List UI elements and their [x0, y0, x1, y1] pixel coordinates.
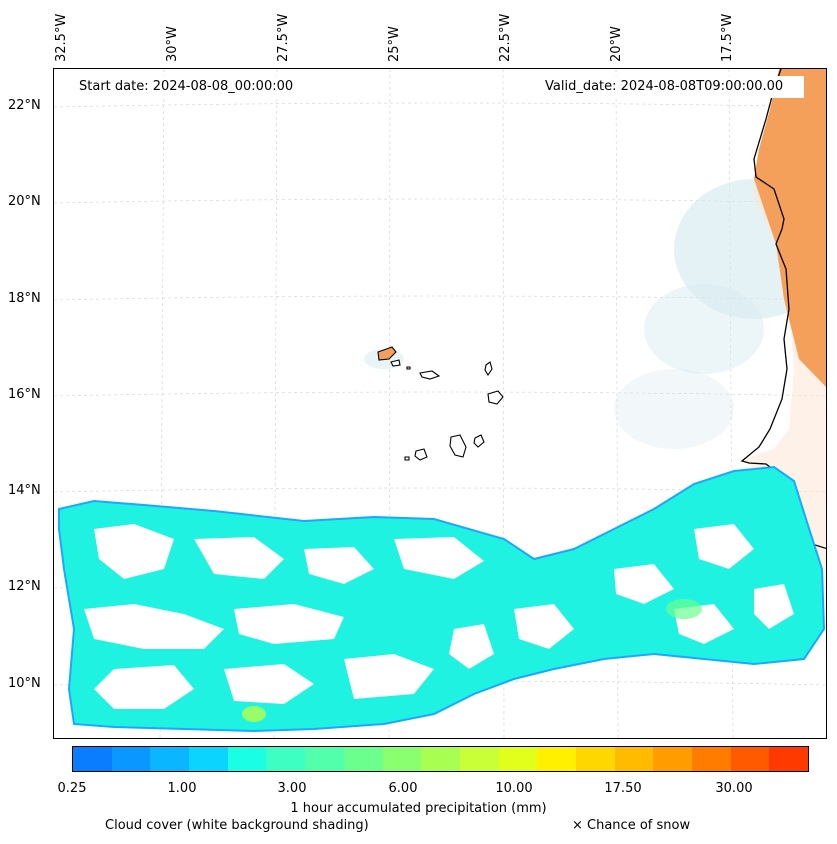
island-boa-vista — [487, 390, 504, 405]
precip-gap — [94, 524, 174, 579]
gridline-lat-20n — [54, 198, 826, 204]
lat-label-16n: 16°N — [8, 387, 41, 402]
colorbar-segment — [498, 747, 538, 771]
precip-gap — [304, 547, 374, 584]
island-santo-antao — [377, 346, 397, 361]
precipitation-colorbar — [72, 746, 809, 772]
colorbar-segment — [382, 747, 422, 771]
lon-label-20w: 20°W — [609, 26, 624, 62]
precip-gap — [754, 584, 794, 629]
island-sao-nicolau — [419, 370, 441, 380]
precip-gap — [514, 604, 574, 649]
lat-label-14n: 14°N — [8, 483, 41, 498]
precip-area — [58, 465, 826, 733]
colorbar-tick-label: 0.25 — [57, 781, 87, 796]
colorbar-tick-label: 10.00 — [495, 781, 533, 796]
lat-label-10n: 10°N — [8, 676, 41, 691]
map-canvas — [54, 69, 826, 738]
precip-gap — [694, 524, 754, 569]
colorbar-segment — [459, 747, 499, 771]
island-brava — [404, 456, 410, 461]
gridline-lat-18n — [54, 295, 826, 301]
colorbar-segment — [537, 747, 576, 771]
gridline-lat-14n — [54, 487, 826, 493]
colorbar-segment — [421, 747, 460, 771]
colorbar-tick-label: 30.00 — [715, 781, 753, 796]
colorbar-segment — [692, 747, 731, 771]
land-orange-shading — [754, 69, 826, 387]
valid-date-label: Valid_date: 2024-08-08T09:00:00.00 — [540, 77, 789, 96]
colorbar-segment — [653, 747, 692, 771]
colorbar-tick-label: 1.00 — [167, 781, 197, 796]
lat-label-18n: 18°N — [8, 291, 41, 306]
colorbar-tick-label: 3.00 — [277, 781, 307, 796]
precip-gaps — [84, 524, 794, 709]
colorbar-segment — [227, 747, 267, 771]
precipitation-band — [58, 465, 826, 733]
island-santiago — [449, 434, 467, 458]
map-panel: Start date: 2024-08-08_00:00:00 Valid_da… — [53, 68, 827, 739]
precip-gap — [449, 624, 494, 669]
colorbar-segment — [266, 747, 306, 771]
precip-gap — [224, 664, 314, 704]
start-date-label: Start date: 2024-08-08_00:00:00 — [74, 77, 299, 96]
island-sal — [484, 361, 493, 377]
legend-snow: × Chance of snow — [572, 818, 691, 833]
precip-max-spot — [666, 599, 702, 619]
gridline-lat-16n — [54, 391, 826, 397]
island-maio — [473, 434, 485, 448]
colorbar-segment — [73, 747, 112, 771]
lon-label-32-5w: 32.5°W — [54, 13, 69, 62]
colorbar-segment — [111, 747, 151, 771]
colorbar-tick-label: 6.00 — [388, 781, 418, 796]
colorbar-segment — [575, 747, 615, 771]
precip-gap — [194, 537, 284, 579]
island-sao-vicente — [390, 359, 401, 367]
cloud-cover-shading — [364, 179, 826, 449]
precip-max-spot — [242, 706, 266, 722]
cape-verde-islands — [377, 346, 504, 461]
precip-gap — [344, 654, 434, 699]
cloud-patch — [644, 284, 764, 374]
colorbar-segment — [150, 747, 190, 771]
cloud-patch — [614, 369, 734, 449]
lat-label-12n: 12°N — [8, 579, 41, 594]
lat-label-22n: 22°N — [8, 98, 41, 113]
colorbar-segment — [614, 747, 654, 771]
lat-label-20n: 20°N — [8, 194, 41, 209]
colorbar-segment — [305, 747, 344, 771]
precip-gap — [94, 665, 194, 709]
lon-label-30w: 30°W — [165, 26, 180, 62]
colorbar-segment — [769, 747, 809, 771]
precip-gap — [234, 604, 344, 644]
colorbar-segment — [189, 747, 228, 771]
island-santa-luzia — [406, 366, 411, 370]
colorbar-label: 1 hour accumulated precipitation (mm) — [290, 801, 547, 816]
colorbar-segment — [343, 747, 383, 771]
gridline-lat-22n — [54, 102, 826, 108]
island-fogo — [414, 448, 428, 461]
colorbar-segment — [730, 747, 770, 771]
lon-label-17-5w: 17.5°W — [720, 13, 735, 62]
precip-gap — [394, 537, 484, 579]
lon-label-22-5w: 22.5°W — [498, 13, 513, 62]
colorbar-tick-label: 17.50 — [604, 781, 642, 796]
precip-gap — [84, 604, 224, 649]
legend-cloud-cover: Cloud cover (white background shading) — [105, 818, 369, 833]
precip-gap — [614, 564, 674, 604]
lon-label-27-5w: 27.5°W — [276, 13, 291, 62]
lon-label-25w: 25°W — [387, 26, 402, 62]
